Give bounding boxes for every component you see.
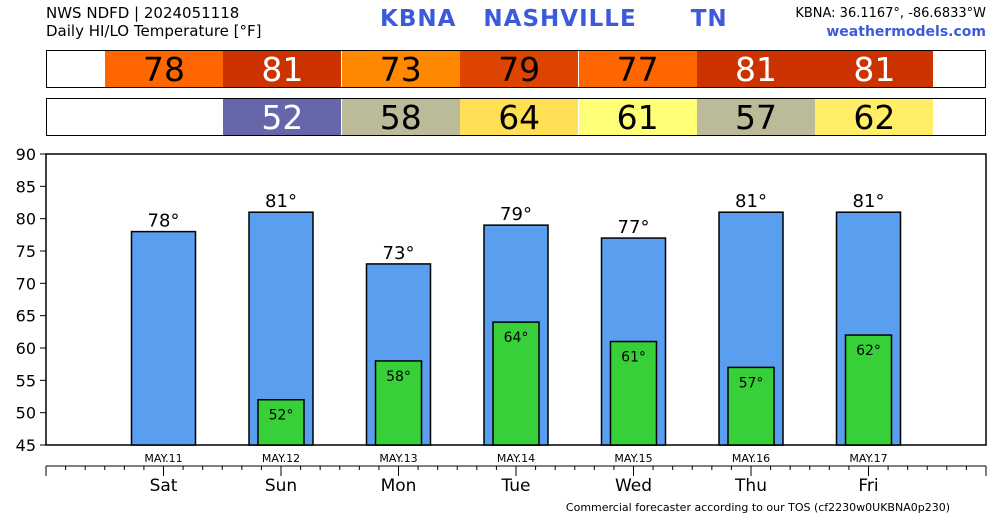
- lo-bar-label: 52°: [269, 408, 294, 424]
- hi-strip-cell: 81: [697, 50, 815, 89]
- lo-bar-label: 58°: [386, 369, 411, 385]
- y-tick-label: 45: [16, 436, 36, 455]
- hi-bar-label: 79°: [500, 204, 532, 225]
- y-tick-label: 55: [16, 371, 36, 390]
- y-tick-label: 80: [16, 210, 36, 229]
- footer-note: Commercial forecaster according to our T…: [565, 501, 950, 514]
- y-tick-label: 85: [16, 177, 36, 196]
- y-tick-label: 90: [16, 145, 36, 164]
- lo-strip-cell: 62: [815, 98, 934, 137]
- hi-bar-label: 81°: [265, 191, 297, 212]
- hi-bar: [130, 230, 197, 446]
- hi-bar-label: 73°: [383, 243, 415, 264]
- y-tick-label: 60: [16, 339, 36, 358]
- date-label: MAY.17: [849, 452, 887, 465]
- lo-bar: [374, 360, 423, 446]
- y-tick-label: 75: [16, 242, 36, 261]
- hi-bar-label: 81°: [735, 191, 767, 212]
- date-label: MAY.15: [614, 452, 652, 465]
- date-label: MAY.16: [732, 452, 770, 465]
- day-label: Mon: [381, 476, 417, 496]
- lo-strip-cell: 64: [460, 98, 579, 137]
- hi-bar-label: 81°: [853, 191, 885, 212]
- day-label: Fri: [858, 476, 878, 496]
- lo-bar: [257, 398, 305, 446]
- lo-strip-cell: 52: [223, 98, 342, 137]
- station-title: KBNA NASHVILLE TN: [380, 6, 728, 32]
- lo-bar: [844, 334, 893, 446]
- day-label: Tue: [500, 476, 530, 496]
- lo-bar-label: 61°: [621, 350, 646, 366]
- hi-strip-cell: 73: [341, 50, 460, 89]
- lo-strip-cell: [105, 99, 223, 135]
- lo-bar-label: 62°: [856, 343, 881, 359]
- day-label: Wed: [615, 476, 652, 496]
- hi-strip-cell: 79: [460, 50, 579, 89]
- y-tick-label: 50: [16, 404, 36, 423]
- lo-strip-cell: 58: [341, 98, 460, 137]
- day-label: Thu: [734, 476, 767, 496]
- lo-bar: [727, 366, 775, 446]
- date-label: MAY.12: [262, 452, 300, 465]
- lo-bar-label: 64°: [504, 330, 529, 346]
- date-label: MAY.11: [144, 452, 182, 465]
- lo-bar: [492, 321, 540, 446]
- date-label: MAY.13: [379, 452, 417, 465]
- station-coords: KBNA: 36.1167°, -86.6833°W: [795, 6, 986, 21]
- hi-bar-label: 78°: [148, 211, 180, 232]
- hi-strip-cell: 81: [815, 50, 934, 89]
- site-link[interactable]: weathermodels.com: [826, 24, 986, 40]
- y-tick-label: 70: [16, 274, 36, 293]
- hi-bar-label: 77°: [618, 217, 650, 238]
- hi-temp-strip: 78 81 73 79 77 81 81: [46, 50, 986, 89]
- hi-strip-cell: 78: [105, 50, 223, 89]
- lo-strip-cell: 61: [578, 98, 697, 137]
- hi-strip-cell: 77: [578, 50, 697, 89]
- hi-strip-cell: 81: [223, 50, 342, 89]
- lo-strip-cell: 57: [697, 98, 815, 137]
- header-right: KBNA: 36.1167°, -86.6833°W weathermodels…: [795, 5, 986, 41]
- product-label: Daily HI/LO Temperature [°F]: [46, 22, 262, 40]
- day-label: Sun: [265, 476, 297, 496]
- day-label: Sat: [150, 476, 178, 496]
- lo-temp-strip: 52 58 64 61 57 62: [46, 98, 986, 137]
- lo-bar: [609, 340, 658, 446]
- y-tick-label: 65: [16, 307, 36, 326]
- lo-bar-label: 57°: [739, 375, 764, 391]
- model-run-label: NWS NDFD | 2024051118: [46, 4, 240, 22]
- date-label: MAY.14: [497, 452, 535, 465]
- header-left: NWS NDFD | 2024051118 Daily HI/LO Temper…: [46, 4, 262, 40]
